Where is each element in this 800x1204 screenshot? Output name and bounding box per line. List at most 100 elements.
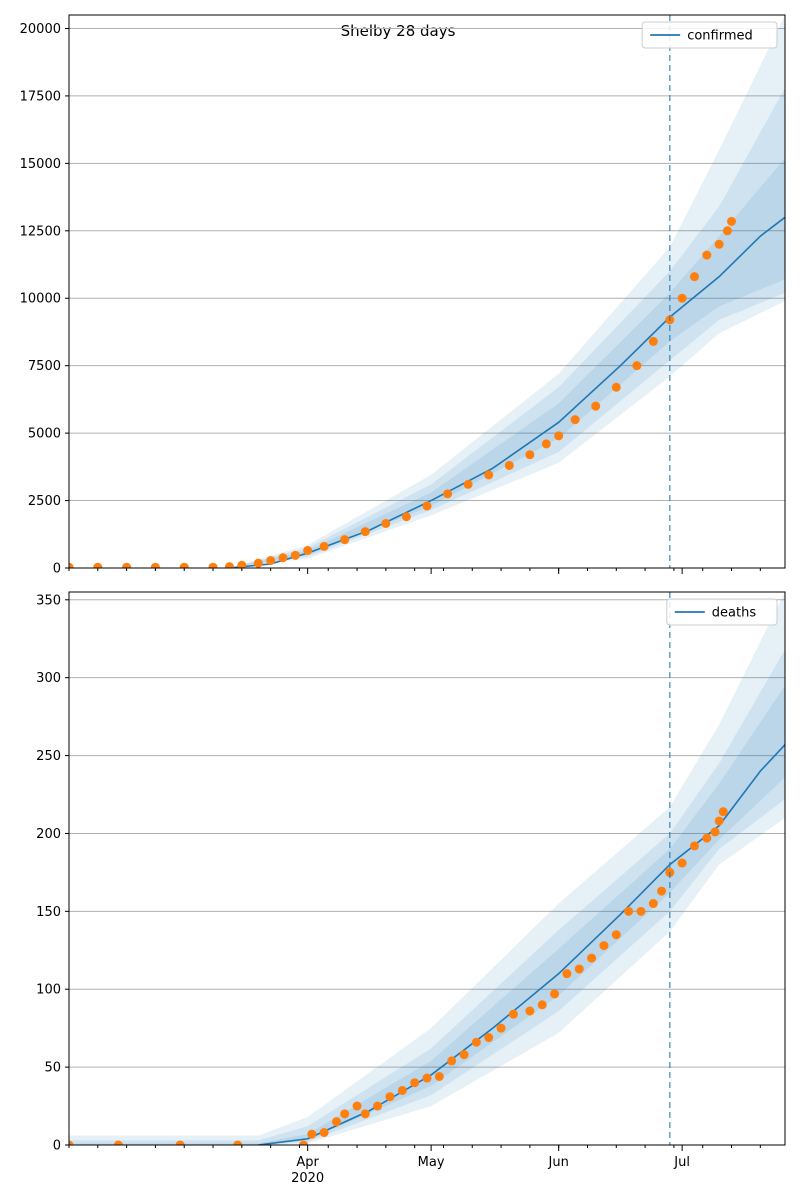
observed-point: [525, 450, 535, 460]
observed-point: [714, 816, 724, 826]
observed-point: [496, 1023, 506, 1033]
observed-point: [237, 560, 247, 568]
y-tick-label: 200: [36, 827, 61, 842]
observed-point: [422, 1073, 432, 1083]
observed-point: [266, 555, 276, 565]
observed-point: [508, 1009, 518, 1019]
uncertainty-band: [69, 592, 785, 1145]
observed-point: [373, 1101, 383, 1111]
observed-point: [574, 964, 584, 974]
observed-point: [463, 479, 473, 489]
y-tick-label: 350: [36, 593, 61, 608]
legend-label: deaths: [712, 606, 757, 621]
observed-point: [537, 1000, 547, 1010]
figure-title: Shelby 28 days: [341, 22, 456, 40]
x-tick-sublabel: 2020: [291, 1171, 324, 1186]
observed-point: [303, 545, 313, 555]
confirmed-panel: 0 2500 5000 7500 10000 12500 15000 17500 20000 co…: [20, 14, 786, 577]
observed-point: [290, 550, 300, 560]
legend: deaths: [666, 598, 778, 626]
y-tick-label: 20000: [20, 22, 61, 37]
observed-point: [632, 361, 642, 371]
observed-point: [550, 989, 560, 999]
y-tick-label: 2500: [28, 494, 61, 509]
observed-point: [331, 1117, 341, 1127]
observed-point: [360, 1109, 370, 1119]
observed-point: [587, 953, 597, 963]
observed-point: [122, 562, 132, 568]
observed-point: [307, 1129, 317, 1139]
observed-point: [471, 1037, 481, 1047]
observed-point: [722, 226, 732, 236]
observed-point: [648, 899, 658, 909]
observed-point: [504, 460, 514, 470]
observed-point: [352, 1101, 362, 1111]
observed-point: [278, 553, 288, 563]
y-tick-label: 0: [53, 562, 61, 577]
observed-point: [434, 1071, 444, 1081]
observed-point: [484, 1033, 494, 1043]
observed-point: [360, 527, 370, 537]
y-tick-label: 50: [44, 1061, 61, 1076]
observed-point: [718, 807, 728, 817]
x-tick-label: Jun: [548, 1155, 569, 1170]
model-line: [258, 744, 785, 1145]
y-tick-label: 17500: [20, 89, 61, 104]
uncertainty-band: [229, 87, 785, 568]
y-tick-label: 7500: [28, 359, 61, 374]
observed-point: [319, 1128, 329, 1138]
y-tick-label: 0: [53, 1139, 61, 1154]
observed-point: [611, 382, 621, 392]
observed-point: [397, 1085, 407, 1095]
observed-point: [484, 470, 494, 480]
observed-point: [689, 841, 699, 851]
observed-point: [677, 858, 687, 868]
axes-frame: [68, 14, 786, 569]
model-line: [229, 216, 785, 568]
observed-point: [677, 293, 687, 303]
y-tick-label: 10000: [20, 292, 61, 307]
observed-point: [727, 216, 737, 226]
observed-point: [319, 541, 329, 551]
uncertainty-band: [69, 649, 785, 1145]
observed-point: [459, 1050, 469, 1060]
observed-point: [233, 1140, 243, 1145]
observed-point: [591, 401, 601, 411]
observed-point: [541, 439, 551, 449]
observed-point: [299, 1140, 309, 1145]
observed-point: [113, 1140, 123, 1145]
observed-point: [702, 250, 712, 260]
plot-area: [69, 15, 785, 568]
observed-point: [525, 1006, 535, 1016]
observed-point: [689, 272, 699, 282]
y-tick-label: 15000: [20, 157, 61, 172]
observed-point: [554, 431, 564, 441]
observed-point: [179, 562, 189, 568]
observed-point: [562, 969, 572, 979]
observed-point: [253, 558, 263, 568]
observed-point: [150, 562, 160, 568]
legend: confirmed: [641, 21, 778, 49]
observed-point: [385, 1092, 395, 1102]
observed-point: [224, 562, 234, 568]
x-tick-label: Apr: [296, 1155, 319, 1170]
x-tick-label: May: [418, 1155, 445, 1170]
observed-point: [422, 501, 432, 511]
y-tick-label: 250: [36, 749, 61, 764]
observed-point: [648, 336, 658, 346]
observed-point: [69, 562, 74, 568]
legend-box: [666, 598, 778, 626]
observed-point: [93, 562, 103, 568]
observed-point: [208, 562, 218, 568]
legend-label: confirmed: [687, 29, 753, 44]
observed-point: [443, 489, 453, 499]
observed-point: [340, 535, 350, 545]
legend-box: [641, 21, 778, 49]
observed-point: [636, 906, 646, 916]
observed-point: [410, 1078, 420, 1088]
observed-point: [69, 1140, 74, 1145]
y-tick-label: 300: [36, 671, 61, 686]
observed-point: [570, 415, 580, 425]
